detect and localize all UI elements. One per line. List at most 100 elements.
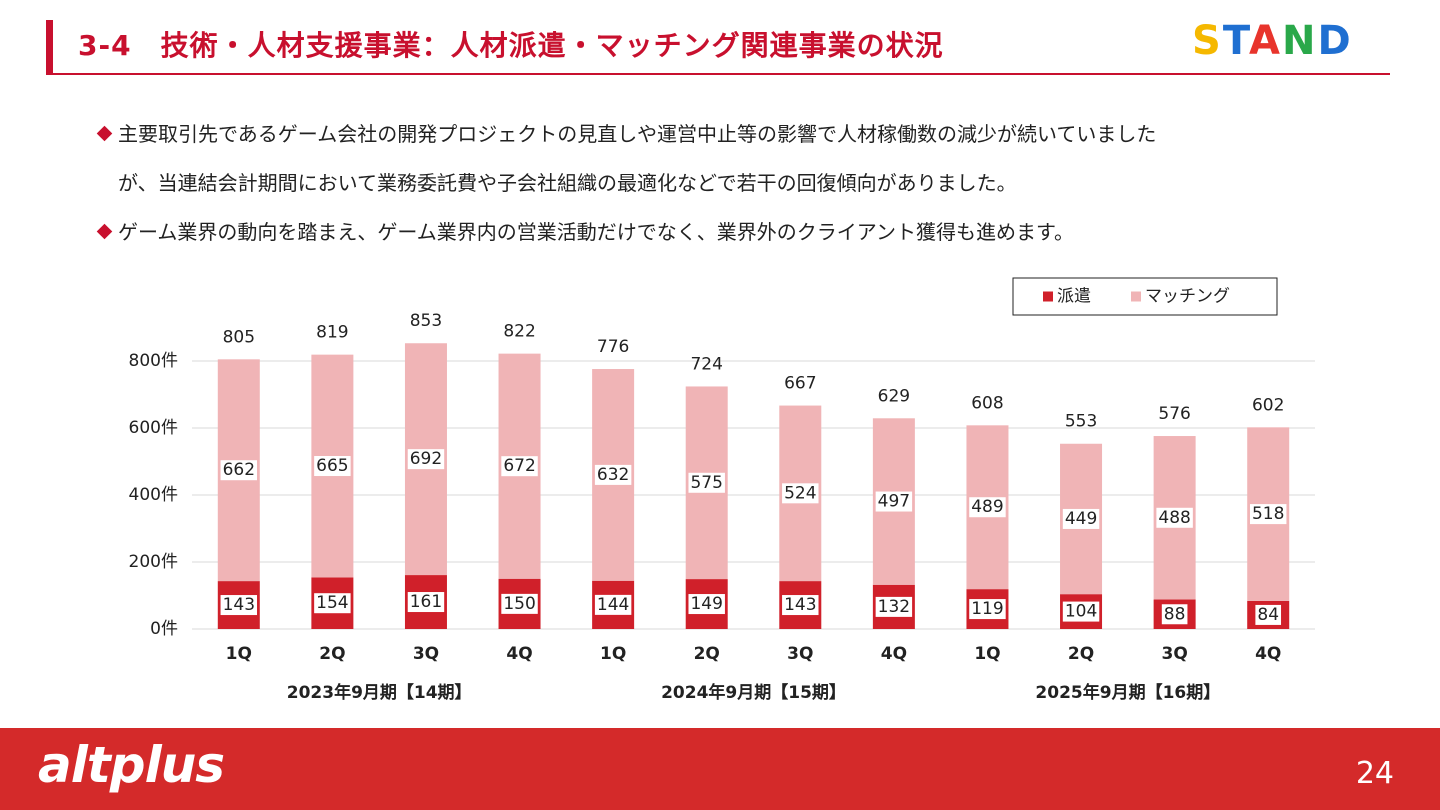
total-label: 822 (503, 322, 535, 342)
value-label-text: 662 (223, 460, 255, 480)
total-label: 608 (971, 393, 1003, 413)
total-label: 553 (1065, 412, 1097, 432)
total-label: 724 (690, 354, 722, 374)
value-label-text: 672 (503, 456, 535, 476)
value-label-bg (782, 595, 819, 616)
value-label: 144 (594, 594, 632, 615)
bullet-text: ゲーム業界の動向を踏まえ、ゲーム業界内の営業活動だけでなく、業界外のクライアント… (118, 220, 1074, 244)
value-label-bg (1249, 504, 1287, 525)
total-label: 853 (410, 311, 442, 331)
legend-label: 派遣 (1057, 287, 1091, 307)
bullet: ゲーム業界の動向を踏まえ、ゲーム業界内の営業活動だけでなく、業界外のクライアント… (96, 208, 1396, 257)
value-label-bg (407, 449, 445, 470)
value-label-text: 119 (971, 599, 1003, 619)
bullet-text: が、当連結会計期間において業務委託費や子会社組織の最適化などで若干の回復傾向があ… (118, 171, 1017, 195)
footer: altplus 24 (0, 728, 1440, 810)
value-label: 84 (1255, 604, 1282, 625)
logo: STAND (1192, 18, 1353, 64)
value-label: 161 (407, 592, 445, 613)
total-label: 776 (597, 337, 629, 357)
value-label: 143 (220, 595, 258, 616)
legend-swatch (1131, 291, 1141, 302)
value-label-text: 489 (971, 497, 1003, 517)
value-label-text: 149 (690, 594, 722, 614)
bullet: 主要取引先であるゲーム会社の開発プロジェクトの見直しや運営中止等の影響で人材稼働… (96, 110, 1396, 208)
value-label-text: 104 (1065, 602, 1097, 622)
value-label-bg (594, 594, 632, 615)
value-label-bg (220, 595, 258, 616)
value-label-text: 524 (784, 483, 816, 503)
value-label: 672 (501, 456, 538, 477)
value-label: 88 (1161, 604, 1188, 625)
value-label: 662 (220, 460, 258, 481)
value-label-text: 150 (503, 594, 535, 614)
y-tick-label: 200件 (129, 552, 178, 572)
total-label: 819 (316, 323, 348, 343)
y-tick-label: 400件 (129, 485, 178, 505)
brand: altplus (38, 736, 225, 794)
y-tick-label: 800件 (129, 351, 178, 371)
x-tick-label: 2Q (1068, 644, 1094, 664)
x-tick-label: 4Q (1255, 644, 1281, 664)
value-label-text: 144 (597, 595, 629, 615)
legend-box (1012, 277, 1278, 316)
value-label-bg (969, 497, 1006, 518)
bullet-list: 主要取引先であるゲーム会社の開発プロジェクトの見直しや運営中止等の影響で人材稼働… (96, 110, 1396, 257)
value-label: 489 (969, 497, 1006, 518)
value-label: 119 (969, 599, 1006, 620)
value-label-bg (407, 592, 445, 613)
value-label-bg (220, 460, 258, 481)
x-tick-label: 2Q (694, 644, 720, 664)
value-label-text: 84 (1257, 605, 1279, 625)
value-label: 488 (1156, 507, 1193, 528)
value-label: 665 (314, 456, 351, 477)
header-rule (46, 73, 1390, 75)
total-label: 667 (784, 374, 816, 394)
x-tick-label: 2Q (319, 644, 345, 664)
value-label-text: 143 (223, 595, 255, 615)
bullet-marker (96, 223, 113, 240)
value-label: 632 (594, 464, 632, 485)
value-label-bg (314, 456, 351, 477)
chart: 0件 200件 400件 600件 800件 143 662 805 1Q 154 665 819 2Q… (129, 277, 1315, 703)
value-label: 524 (782, 483, 819, 504)
legend-label: マッチング (1145, 287, 1230, 307)
x-tick-label: 1Q (600, 644, 626, 664)
value-label: 575 (688, 472, 725, 493)
value-label: 150 (501, 593, 538, 614)
value-label-text: 692 (410, 449, 442, 469)
value-label: 143 (782, 595, 819, 616)
slide-title: 3-4 技術・人材支援事業：人材派遣・マッチング関連事業の状況 (78, 29, 944, 62)
value-label-bg (1062, 508, 1100, 529)
y-tick-label: 600件 (129, 418, 178, 438)
y-tick-label: 0件 (150, 619, 178, 639)
value-label-bg (875, 491, 913, 512)
x-tick-label: 4Q (881, 644, 907, 664)
value-label: 497 (875, 491, 913, 512)
x-tick-label: 3Q (787, 644, 813, 664)
page-number: 24 (1355, 756, 1394, 791)
x-tick-label: 3Q (413, 644, 439, 664)
value-label-bg (1255, 604, 1282, 625)
total-label: 602 (1252, 395, 1284, 415)
group-label: 2025年9月期【16期】 (1035, 682, 1220, 703)
value-label-bg (782, 483, 819, 504)
value-label: 132 (875, 596, 913, 617)
x-tick-label: 3Q (1161, 644, 1187, 664)
value-label-bg (594, 464, 632, 485)
value-label-text: 665 (316, 456, 348, 476)
x-tick-label: 1Q (226, 644, 252, 664)
value-label-text: 497 (878, 492, 910, 512)
value-label-text: 632 (597, 465, 629, 485)
group-label: 2023年9月期【14期】 (287, 682, 472, 703)
value-label: 692 (407, 449, 445, 470)
total-label: 805 (223, 327, 255, 347)
bullet-marker (96, 125, 113, 142)
x-tick-label: 1Q (974, 644, 1000, 664)
value-label-bg (1062, 601, 1100, 622)
value-label-text: 518 (1252, 504, 1284, 524)
legend-swatch (1043, 291, 1053, 302)
value-label: 149 (688, 594, 725, 615)
value-label-bg (1156, 507, 1193, 528)
